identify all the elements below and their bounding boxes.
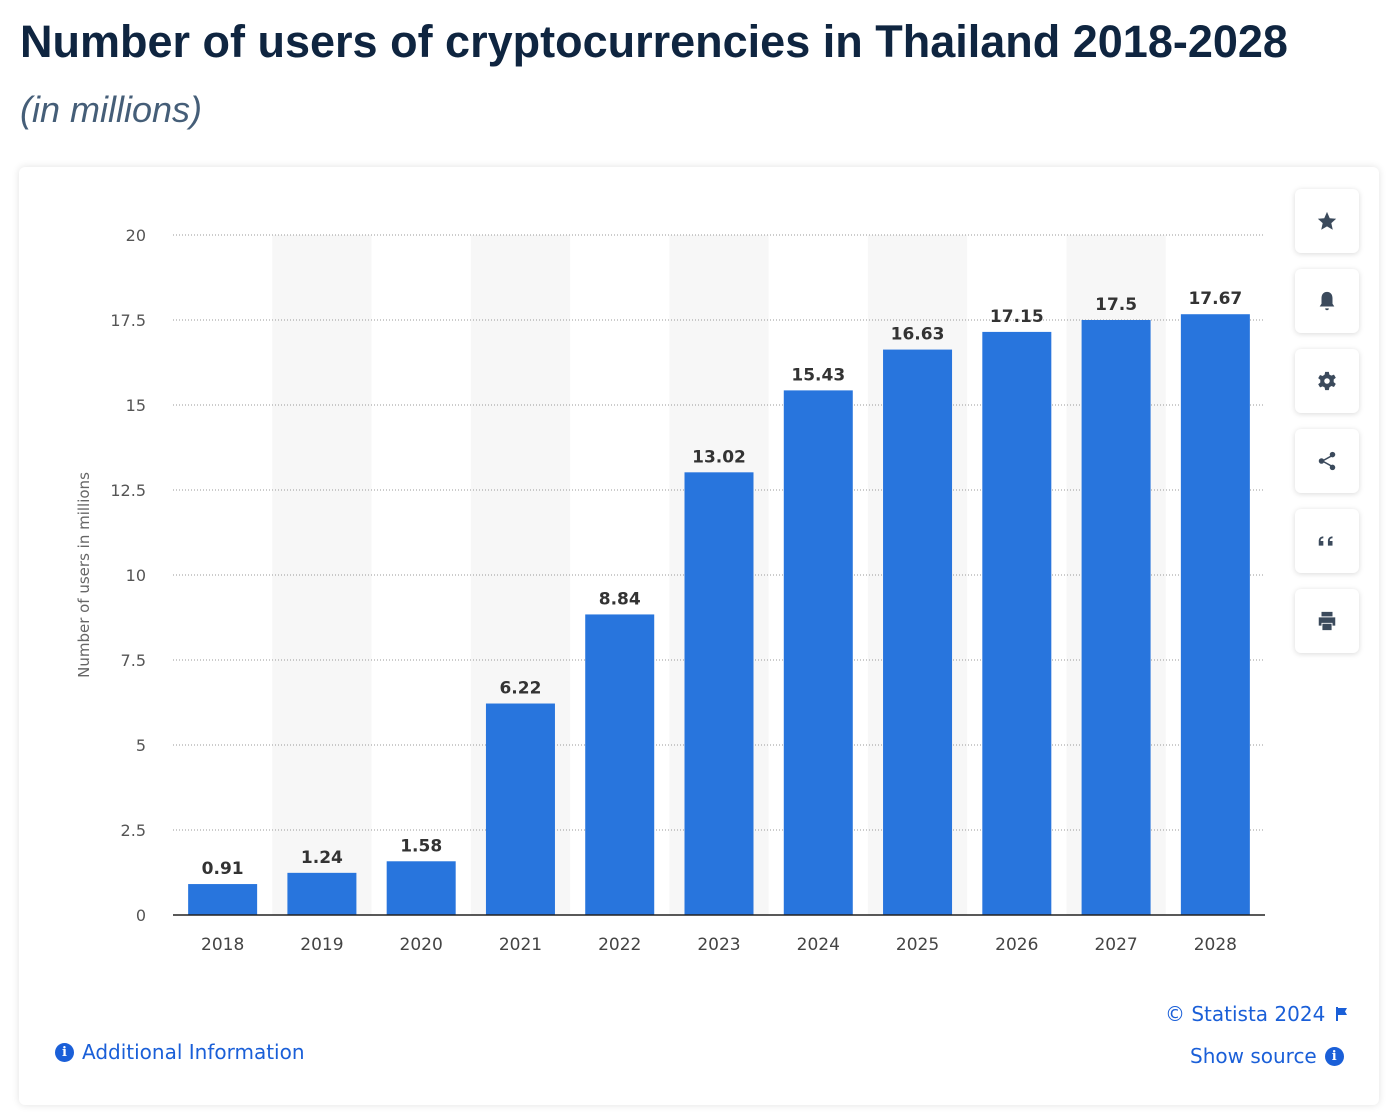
additional-information-link[interactable]: i Additional Information bbox=[55, 1040, 305, 1064]
x-tick-label: 2028 bbox=[1194, 935, 1237, 955]
notification-button[interactable] bbox=[1295, 269, 1359, 333]
x-tick-label: 2018 bbox=[201, 935, 244, 955]
x-tick-label: 2020 bbox=[400, 935, 443, 955]
page-title: Number of users of cryptocurrencies in T… bbox=[20, 16, 1288, 67]
additional-information-text: Additional Information bbox=[82, 1040, 305, 1064]
x-tick-label: 2023 bbox=[697, 935, 740, 955]
flag-icon bbox=[1336, 1007, 1348, 1021]
bar bbox=[188, 884, 258, 915]
bar bbox=[585, 614, 655, 915]
bar bbox=[982, 331, 1052, 915]
data-label: 17.5 bbox=[1095, 295, 1137, 315]
alternate-band bbox=[272, 235, 372, 915]
y-axis-label: Number of users in millions bbox=[75, 472, 93, 678]
bar bbox=[1081, 320, 1151, 915]
y-tick-label: 10 bbox=[126, 566, 146, 585]
share-icon bbox=[1318, 451, 1336, 471]
share-button[interactable] bbox=[1295, 429, 1359, 493]
data-label: 13.02 bbox=[692, 447, 746, 467]
bar bbox=[684, 472, 754, 915]
bar bbox=[1180, 314, 1250, 916]
bar bbox=[783, 390, 853, 915]
x-tick-label: 2019 bbox=[300, 935, 343, 955]
info-icon: i bbox=[1324, 1046, 1344, 1066]
bar bbox=[485, 703, 555, 915]
page-subtitle: (in millions) bbox=[20, 89, 203, 130]
data-label: 1.58 bbox=[400, 836, 442, 856]
y-tick-label: 0 bbox=[136, 906, 146, 925]
quote-icon bbox=[1318, 536, 1333, 546]
bar bbox=[883, 349, 953, 915]
y-tick-label: 20 bbox=[126, 226, 146, 245]
gear-icon bbox=[1318, 371, 1336, 391]
y-tick-label: 2.5 bbox=[121, 821, 146, 840]
bar bbox=[287, 872, 357, 915]
y-tick-label: 15 bbox=[126, 396, 146, 415]
data-label: 0.91 bbox=[202, 859, 244, 879]
bar-chart: 0 2.5 5 7.5 10 12.5 15 17.5 20 Number of users in… bbox=[75, 226, 1265, 955]
y-tick-label: 7.5 bbox=[121, 651, 146, 670]
bar bbox=[386, 861, 456, 915]
data-label: 8.84 bbox=[599, 589, 641, 609]
cite-button[interactable] bbox=[1295, 509, 1359, 573]
favorite-button[interactable] bbox=[1295, 189, 1359, 253]
data-label: 17.67 bbox=[1188, 289, 1242, 309]
x-tick-label: 2021 bbox=[499, 935, 542, 955]
settings-button[interactable] bbox=[1295, 349, 1359, 413]
x-tick-label: 2026 bbox=[995, 935, 1038, 955]
data-label: 1.24 bbox=[301, 848, 343, 868]
data-label: 6.22 bbox=[499, 679, 541, 699]
statista-copyright-link[interactable]: © Statista 2024 bbox=[1165, 1002, 1349, 1026]
print-button[interactable] bbox=[1295, 589, 1359, 653]
bell-icon bbox=[1319, 291, 1335, 311]
x-tick-label: 2027 bbox=[1094, 935, 1137, 955]
y-tick-label: 17.5 bbox=[110, 311, 146, 330]
data-label: 17.15 bbox=[990, 307, 1044, 327]
chart-card: 0 2.5 5 7.5 10 12.5 15 17.5 20 Number of users in… bbox=[19, 167, 1379, 1105]
x-tick-label: 2025 bbox=[896, 935, 939, 955]
x-tick-label: 2024 bbox=[797, 935, 840, 955]
show-source-link[interactable]: Show source i bbox=[1190, 1044, 1344, 1068]
print-icon bbox=[1318, 611, 1336, 631]
info-icon: i bbox=[55, 1042, 74, 1062]
copyright-text: © Statista 2024 bbox=[1165, 1002, 1326, 1026]
show-source-text: Show source bbox=[1190, 1044, 1317, 1068]
y-tick-label: 5 bbox=[136, 736, 146, 755]
star-icon bbox=[1317, 211, 1337, 230]
data-label: 15.43 bbox=[791, 365, 845, 385]
x-tick-label: 2022 bbox=[598, 935, 641, 955]
y-tick-label: 12.5 bbox=[110, 481, 146, 500]
data-label: 16.63 bbox=[891, 325, 945, 345]
